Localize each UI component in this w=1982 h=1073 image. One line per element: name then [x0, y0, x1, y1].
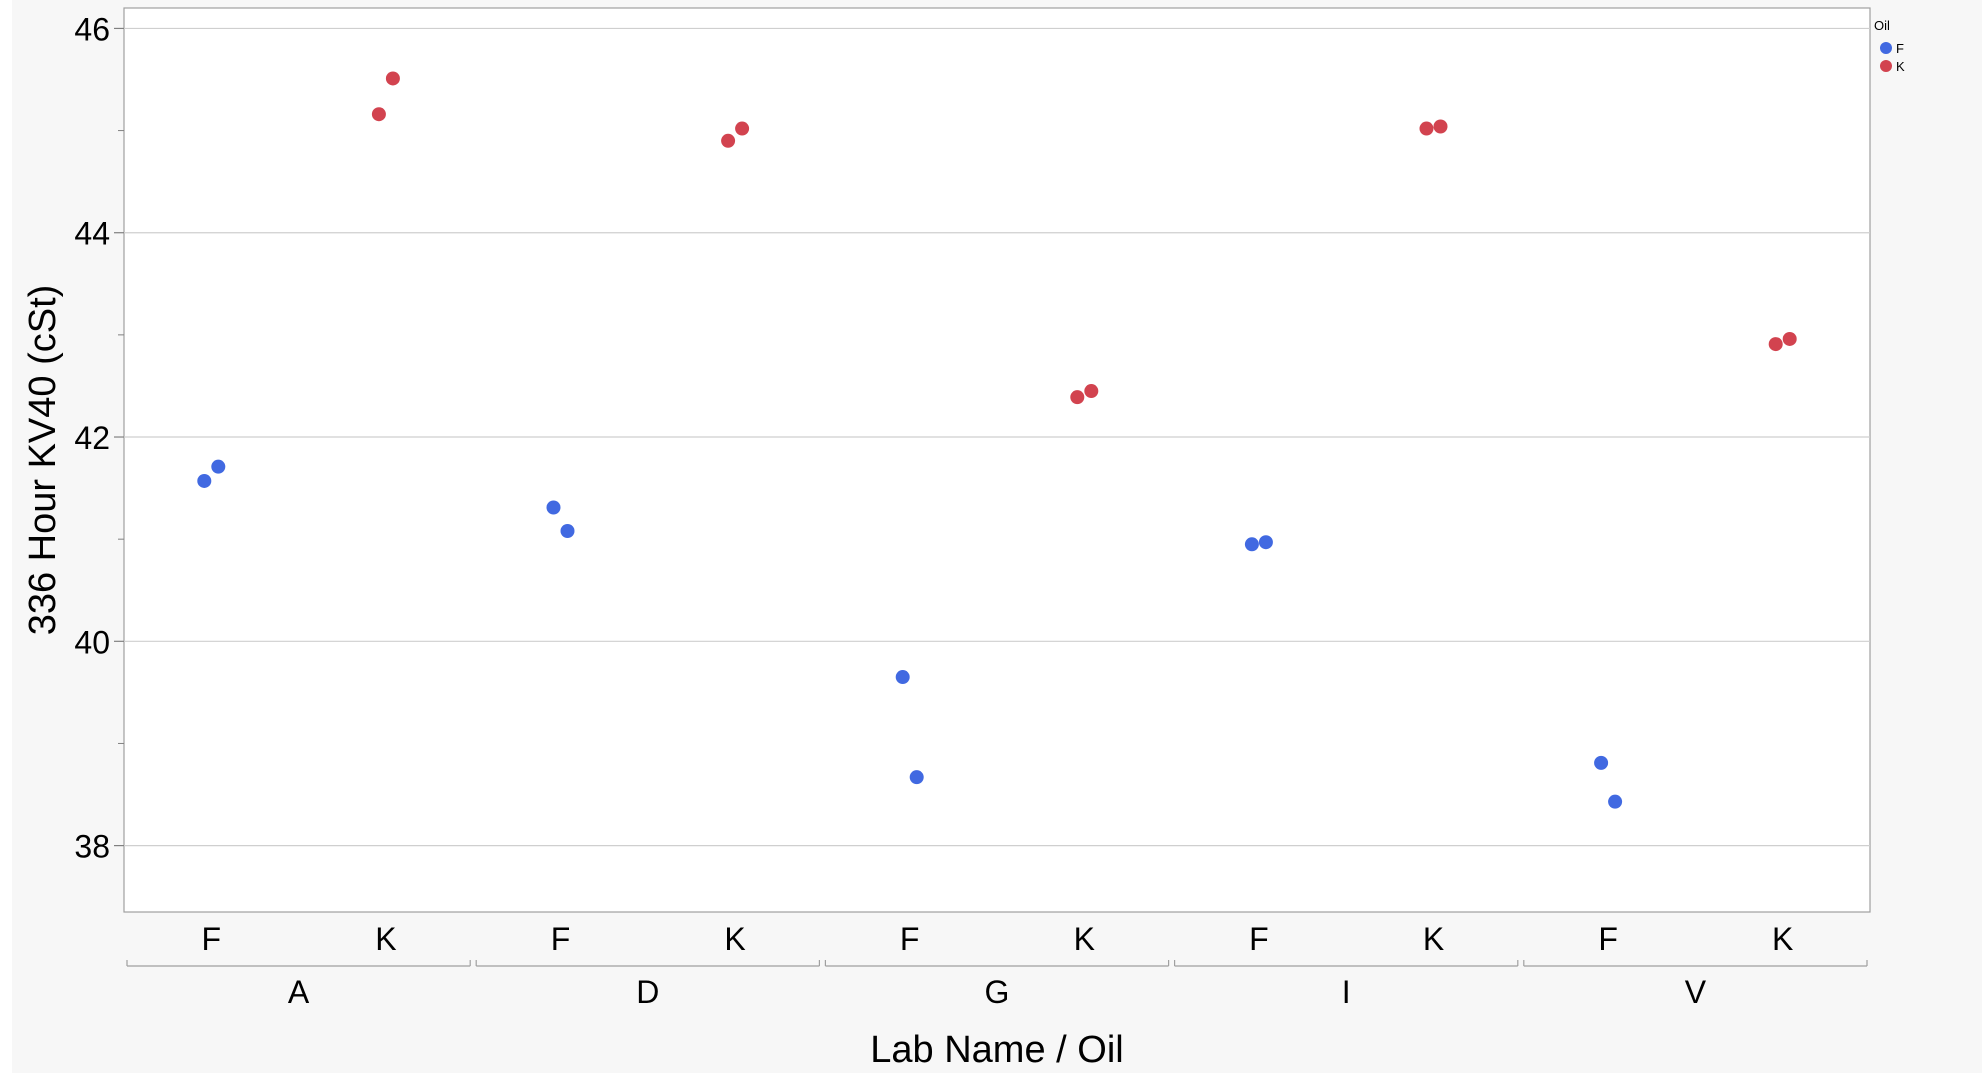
x-group-label: I [1342, 974, 1351, 1010]
legend-swatch-F [1880, 42, 1892, 54]
x-subcategory-label: F [1598, 921, 1618, 957]
data-point-I-K [1419, 121, 1434, 136]
data-point-A-F [197, 473, 212, 488]
y-tick-label: 40 [74, 624, 110, 660]
plot-area [123, 7, 1871, 913]
data-point-V-K [1782, 331, 1797, 346]
x-subcategory-label: F [900, 921, 920, 957]
x-subcategory-label: K [1772, 921, 1793, 957]
legend-label-K: K [1896, 59, 1905, 74]
data-point-G-F [895, 670, 910, 685]
data-point-I-F [1244, 537, 1259, 552]
data-point-A-F [211, 459, 226, 474]
x-subcategory-label: F [202, 921, 222, 957]
y-tick-label: 44 [74, 216, 110, 252]
y-tick-label: 38 [74, 829, 110, 865]
legend-title: Oil [1874, 18, 1890, 33]
x-subcategory-label: F [551, 921, 571, 957]
x-subcategory-label: K [1423, 921, 1444, 957]
x-group-label: G [985, 974, 1010, 1010]
data-point-D-K [721, 133, 736, 148]
data-point-D-F [560, 523, 575, 538]
y-tick-label: 42 [74, 420, 110, 456]
data-point-V-F [1594, 755, 1609, 770]
data-point-V-K [1768, 337, 1783, 352]
x-axis-label: Lab Name / Oil [870, 1029, 1123, 1071]
x-subcategory-label: F [1249, 921, 1269, 957]
data-point-D-K [735, 121, 750, 136]
data-point-G-K [1084, 384, 1099, 399]
data-point-D-F [546, 500, 561, 515]
y-tick-label: 46 [74, 11, 110, 47]
data-point-I-K [1433, 119, 1448, 134]
data-point-G-K [1070, 390, 1085, 405]
x-subcategory-label: K [724, 921, 745, 957]
x-group-label: V [1685, 974, 1707, 1010]
data-point-A-K [371, 107, 386, 122]
y-axis-label: 336 Hour KV40 (cSt) [22, 285, 64, 636]
x-subcategory-label: K [1074, 921, 1095, 957]
legend-swatch-K [1880, 60, 1892, 72]
legend-label-F: F [1896, 41, 1904, 56]
data-point-V-F [1608, 794, 1623, 809]
x-group-label: A [288, 974, 310, 1010]
data-point-G-F [909, 770, 924, 785]
x-group-label: D [636, 974, 659, 1010]
x-subcategory-label: K [375, 921, 396, 957]
data-point-A-K [385, 71, 400, 86]
data-point-I-F [1258, 535, 1273, 550]
